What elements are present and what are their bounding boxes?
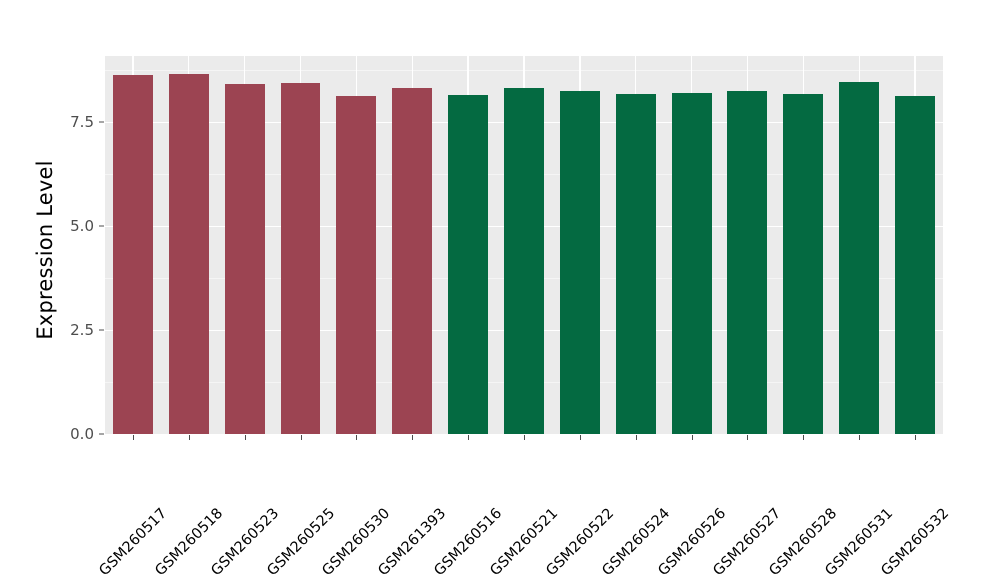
bar	[224, 84, 265, 434]
x-axis-tick-mark	[915, 435, 917, 440]
x-axis-tick-mark	[356, 435, 358, 440]
bar	[615, 93, 656, 434]
bar	[336, 96, 377, 434]
y-axis-tick-label: 2.5	[70, 320, 94, 339]
x-axis-tick-mark	[635, 435, 637, 440]
y-axis-tick-label: 7.5	[70, 112, 94, 131]
bar	[168, 73, 209, 434]
y-axis-tick-mark	[99, 329, 104, 331]
bar	[783, 93, 824, 434]
x-axis-tick-mark	[579, 435, 581, 440]
y-axis-tick-mark	[99, 121, 104, 123]
bar	[280, 83, 321, 434]
bar	[727, 90, 768, 434]
bar	[895, 95, 936, 434]
bar	[559, 91, 600, 434]
x-axis-tick-mark	[300, 435, 302, 440]
y-axis-tick-mark	[99, 433, 104, 435]
bar	[112, 75, 153, 434]
x-axis-tick-mark	[132, 435, 134, 440]
bar	[392, 87, 433, 434]
x-axis-tick-mark	[691, 435, 693, 440]
x-axis-tick-mark	[803, 435, 805, 440]
x-axis-tick-mark	[747, 435, 749, 440]
y-axis-tick-mark	[99, 225, 104, 227]
bar	[839, 82, 880, 434]
y-axis-tick-label: 5.0	[70, 216, 94, 235]
x-axis-tick-mark	[524, 435, 525, 440]
x-axis-tick-mark	[859, 435, 861, 440]
x-axis-tick-mark	[188, 435, 190, 440]
bar	[671, 93, 712, 434]
x-axis-tick-mark	[244, 435, 246, 440]
x-axis-tick-mark	[468, 435, 470, 440]
bar	[448, 95, 489, 434]
y-axis-tick-labels: 0.0 2.5 5.0 7.5	[52, 0, 94, 580]
plot-panel	[105, 56, 943, 434]
y-axis-tick-label: 0.0	[70, 425, 94, 443]
x-axis-tick-mark	[412, 435, 414, 440]
bar	[504, 88, 544, 434]
